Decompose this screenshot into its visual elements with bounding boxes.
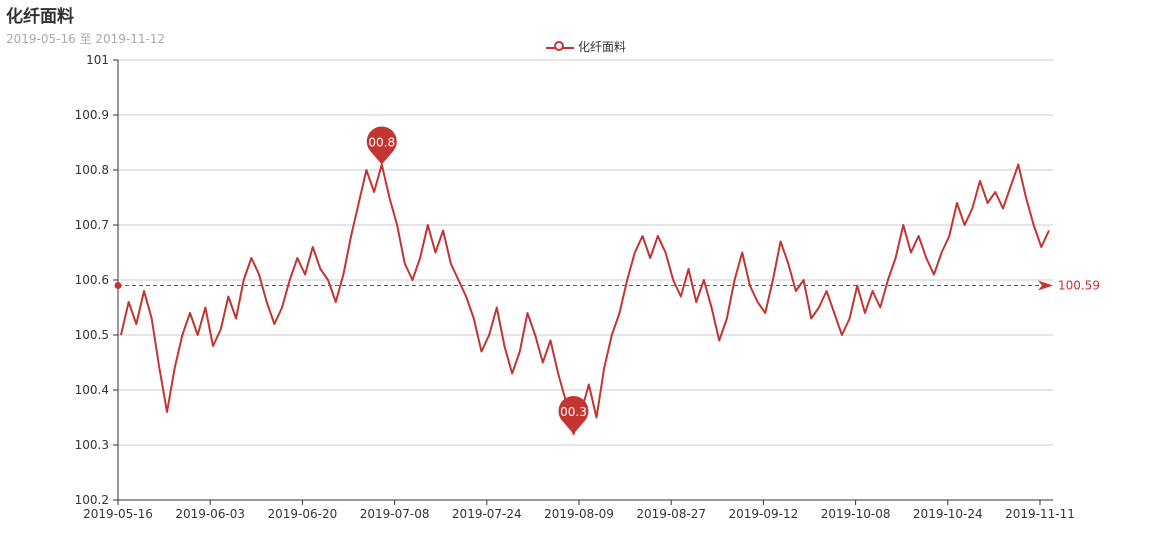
y-tick-label: 100.6 [75,273,109,287]
y-tick-label: 100.8 [75,163,109,177]
x-tick-label: 2019-10-24 [913,507,983,521]
y-tick-label: 101 [86,53,109,67]
x-tick-label: 2019-10-08 [821,507,891,521]
x-tick-label: 2019-06-03 [175,507,245,521]
min-pin [558,396,589,434]
min-pin-label: 100.32 [552,405,594,419]
chart-title: 化纤面料 [6,7,74,27]
max-pin-label: 100.81 [361,136,403,150]
y-tick-label: 100.3 [75,438,109,452]
y-tick-label: 100.4 [75,383,109,397]
series-line [120,163,1050,435]
x-tick-label: 2019-08-27 [636,507,706,521]
y-tick-label: 100.9 [75,108,109,122]
y-tick-label: 100.2 [75,493,109,507]
x-tick-label: 2019-09-12 [729,507,799,521]
average-line-arrow [1038,280,1053,291]
legend-line-circle-icon [546,40,574,54]
average-line-label: 100.59 [1058,279,1100,293]
legend-item[interactable]: 化纤面料 [546,38,626,55]
y-tick-label: 100.5 [75,328,109,342]
x-tick-label: 2019-11-11 [1005,507,1075,521]
max-pin [366,126,397,165]
y-tick-label: 100.7 [75,218,109,232]
chart-subtitle: 2019-05-16 至 2019-11-12 [6,32,166,46]
x-tick-label: 2019-08-09 [544,507,614,521]
average-line-start-dot [114,282,122,289]
x-tick-label: 2019-07-24 [452,507,522,521]
legend-label: 化纤面料 [578,40,627,54]
x-tick-label: 2019-07-08 [360,507,430,521]
x-tick-label: 2019-06-20 [268,507,338,521]
x-tick-label: 2019-05-16 [83,507,153,521]
